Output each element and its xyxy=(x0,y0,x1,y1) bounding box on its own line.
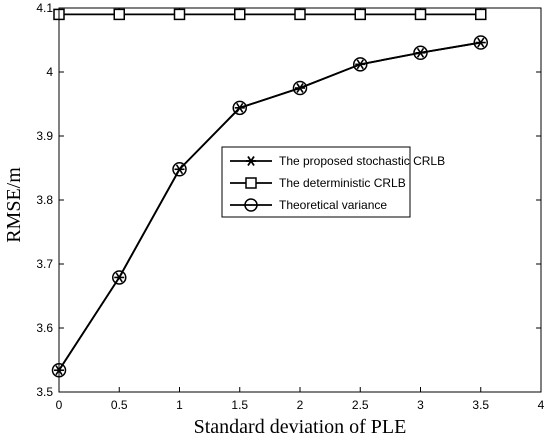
square-marker xyxy=(173,8,186,21)
x-axis-ticks: 0 0.5 1 1.5 2 2.5 3 3.5 4 xyxy=(56,8,545,412)
circle-marker xyxy=(353,57,368,72)
square-marker xyxy=(475,8,487,21)
series-layer xyxy=(51,8,488,378)
series-square xyxy=(53,8,487,21)
y-tick-label: 3.8 xyxy=(36,193,53,207)
x-tick-label: 1 xyxy=(176,398,183,412)
plot-frame xyxy=(58,7,542,393)
y-axis-title: RMSE/m xyxy=(3,167,25,243)
x-tick-label: 2 xyxy=(297,398,304,412)
circle-marker xyxy=(232,100,247,116)
circle-marker xyxy=(172,162,187,177)
y-tick-label: 3.9 xyxy=(36,129,53,143)
y-axis-ticks: 3.5 3.6 3.7 3.8 3.9 4 4.1 xyxy=(36,1,541,399)
x-tick-label: 3.5 xyxy=(472,398,489,412)
legend-label-deterministic: The deterministic CRLB xyxy=(279,176,406,190)
square-marker xyxy=(294,8,306,21)
circle-marker xyxy=(292,80,308,96)
series-line xyxy=(58,41,481,371)
legend-entry-theoretical: Theoretical variance xyxy=(230,198,387,212)
legend-entry-proposed: The proposed stochastic CRLB xyxy=(230,154,445,168)
x-tick-label: 4 xyxy=(538,398,545,412)
y-tick-label: 3.5 xyxy=(36,385,53,399)
y-tick-label: 3.7 xyxy=(36,257,53,271)
x-axis-title: Standard deviation of PLE xyxy=(194,416,407,438)
legend-asterisk-marker-icon xyxy=(246,156,256,166)
square-marker xyxy=(414,8,427,21)
y-tick-label: 4 xyxy=(46,65,53,79)
square-marker xyxy=(234,8,246,21)
x-tick-label: 0.5 xyxy=(111,398,128,412)
x-tick-label: 3 xyxy=(417,398,424,412)
x-tick-label: 1.5 xyxy=(231,398,248,412)
x-tick-label: 2.5 xyxy=(352,398,369,412)
legend-entry-deterministic: The deterministic CRLB xyxy=(230,176,406,190)
square-marker xyxy=(354,8,366,21)
legend-circle-marker-icon xyxy=(244,198,258,212)
circle-marker xyxy=(413,45,428,61)
legend: The proposed stochastic CRLB The determi… xyxy=(221,146,445,218)
y-tick-label: 4.1 xyxy=(36,1,53,15)
y-tick-label: 3.6 xyxy=(36,321,53,335)
legend-label-theoretical: Theoretical variance xyxy=(279,198,387,212)
x-tick-label: 0 xyxy=(56,398,63,412)
legend-label-proposed: The proposed stochastic CRLB xyxy=(279,154,445,168)
circle-marker xyxy=(473,35,488,50)
legend-square-marker-icon xyxy=(245,177,257,189)
square-marker xyxy=(113,8,125,21)
circle-marker xyxy=(112,270,127,285)
